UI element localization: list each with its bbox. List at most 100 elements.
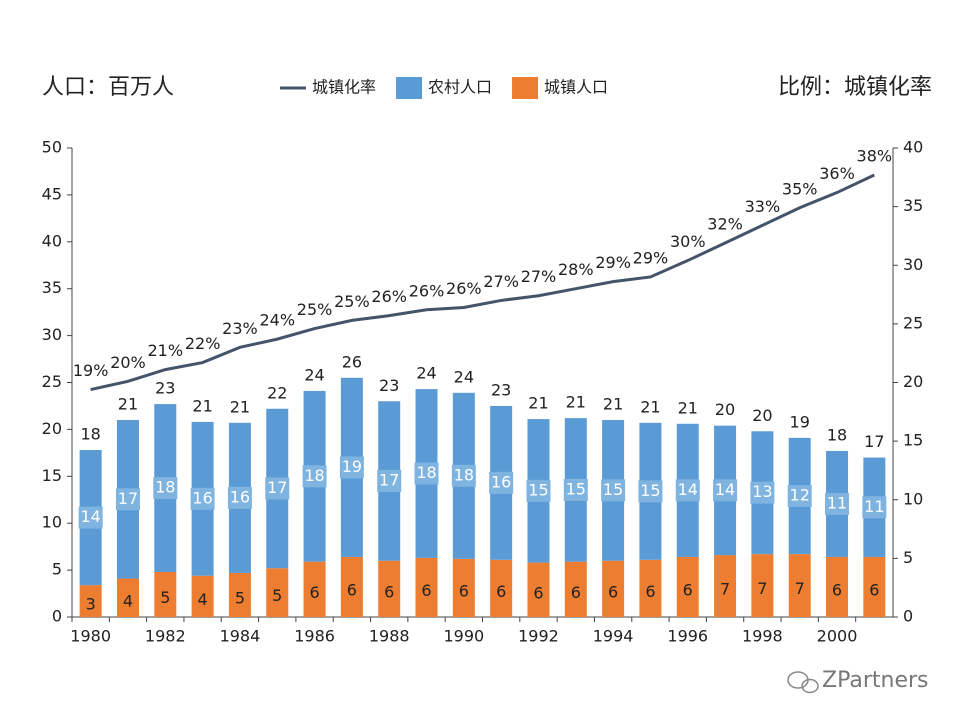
line-value-label: 27%	[521, 267, 557, 286]
bar-segment	[415, 557, 438, 617]
x-tick-label: 1984	[220, 627, 261, 646]
value-label-box	[339, 456, 364, 479]
value-label-box	[787, 484, 812, 507]
y-tick-label: 30	[42, 325, 62, 344]
value-label: 16	[491, 472, 511, 491]
line-value-label: 22%	[185, 334, 221, 353]
value-label: 3	[86, 595, 96, 614]
value-label: 6	[869, 580, 879, 599]
x-tick-label: 1986	[294, 627, 335, 646]
line-value-label: 25%	[297, 300, 333, 319]
bar-segment	[378, 560, 401, 617]
y-tick-label: 15	[42, 466, 62, 485]
value-label-box	[713, 479, 738, 502]
bar-segment	[602, 560, 625, 617]
y-tick-label: 40	[42, 231, 62, 250]
value-label: 6	[608, 582, 618, 601]
value-label: 4	[123, 591, 133, 610]
line-value-label: 27%	[483, 272, 519, 291]
line-value-label: 21%	[148, 341, 184, 360]
value-label: 7	[720, 580, 730, 599]
value-label: 6	[309, 583, 319, 602]
line	[90, 173, 875, 391]
y2-tick-label: 0	[903, 607, 913, 626]
value-label: 16	[230, 487, 250, 506]
legend-label: 城镇化率	[312, 78, 376, 97]
y2-tick-label: 30	[903, 255, 923, 274]
line-value-label: 38%	[857, 146, 893, 165]
line-value-label: 35%	[782, 179, 818, 198]
line-value-label: 25%	[334, 292, 370, 311]
value-label: 18	[416, 463, 436, 482]
y2-tick-label: 10	[903, 489, 923, 508]
value-label: 14	[715, 480, 735, 499]
x-tick-label: 1996	[667, 627, 708, 646]
y-tick-label: 0	[52, 607, 62, 626]
value-label-box	[862, 496, 887, 519]
y-tick-label: 50	[42, 138, 62, 157]
value-label-box	[563, 478, 588, 501]
bar-segment	[490, 559, 513, 617]
line-value-label: 23%	[222, 319, 258, 338]
total-label: 21	[230, 397, 250, 416]
line-value-label: 26%	[446, 279, 482, 298]
value-label: 7	[757, 579, 767, 598]
total-label: 23	[155, 379, 175, 398]
value-label-box	[302, 465, 327, 488]
total-label: 20	[752, 406, 772, 425]
value-label-box	[489, 471, 514, 494]
y-tick-label: 20	[42, 419, 62, 438]
value-label-box	[227, 486, 252, 509]
value-label-box	[750, 481, 775, 504]
bar-segment	[826, 556, 849, 617]
x-tick-label: 1980	[70, 627, 111, 646]
value-label: 15	[640, 481, 660, 500]
value-label: 6	[683, 580, 693, 599]
value-label: 17	[267, 478, 287, 497]
line-value-label: 33%	[745, 197, 781, 216]
value-label: 15	[528, 480, 548, 499]
value-label: 6	[571, 583, 581, 602]
line-value-label: 30%	[670, 232, 706, 251]
total-label: 23	[491, 380, 511, 399]
value-label-box	[601, 479, 626, 502]
value-label: 17	[379, 470, 399, 489]
line-value-label: 26%	[409, 281, 445, 300]
value-label-box	[265, 477, 290, 500]
bar-segment	[191, 575, 214, 617]
y2-tick-label: 5	[903, 548, 913, 567]
total-label: 18	[827, 425, 847, 444]
value-label: 6	[832, 580, 842, 599]
y-tick-label: 25	[42, 372, 62, 391]
bar-segment	[79, 585, 102, 617]
total-label: 17	[864, 432, 884, 451]
total-label: 24	[304, 365, 324, 384]
bar-segment	[564, 561, 587, 617]
bar-segment	[452, 558, 475, 617]
value-label: 5	[235, 588, 245, 607]
bar-segment	[527, 562, 550, 617]
total-label: 26	[342, 352, 362, 371]
total-label: 23	[379, 376, 399, 395]
total-label: 21	[118, 395, 138, 414]
line-value-label: 36%	[819, 164, 855, 183]
value-label: 7	[795, 579, 805, 598]
value-label: 16	[192, 488, 212, 507]
value-label: 17	[118, 489, 138, 508]
value-label: 6	[384, 582, 394, 601]
value-label-box	[190, 487, 215, 510]
value-label-box	[414, 462, 439, 485]
value-label-box	[377, 469, 402, 492]
value-label: 18	[304, 466, 324, 485]
legend-label: 城镇人口	[544, 78, 608, 97]
total-label: 19	[790, 412, 810, 431]
value-label-box	[675, 479, 700, 502]
y2-tick-label: 35	[903, 196, 923, 215]
bar-segment	[116, 578, 139, 617]
value-label-box	[638, 480, 663, 503]
line-value-label: 19%	[73, 361, 109, 380]
y2-tick-label: 15	[903, 431, 923, 450]
value-label: 14	[678, 480, 698, 499]
bar-segment	[340, 556, 363, 617]
y2-tick-label: 40	[903, 138, 923, 157]
